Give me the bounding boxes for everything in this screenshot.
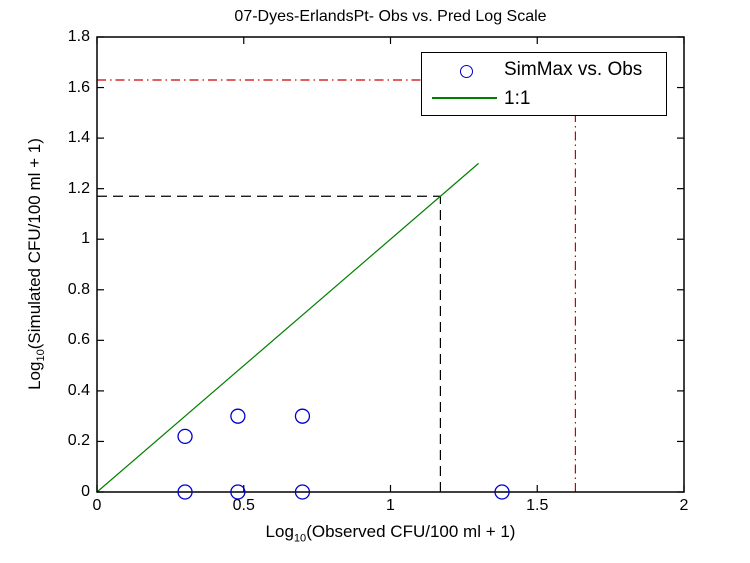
y-axis-label: Log10(Simulated CFU/100 ml + 1): [25, 138, 47, 390]
x-axis-label-subscript: 10: [293, 532, 307, 545]
x-tick-label: 0: [92, 497, 102, 514]
x-axis-label-prefix: Log: [265, 522, 294, 541]
y-tick-label: 0.4: [67, 381, 90, 399]
legend: SimMax vs. Obs 1:1: [421, 52, 667, 116]
chart-title: 07-Dyes-ErlandsPt- Obs vs. Pred Log Scal…: [234, 8, 547, 25]
data-point-marker: [294, 408, 311, 424]
legend-circle-marker-icon: [460, 65, 473, 78]
data-point-marker: [230, 408, 246, 424]
y-tick-label: 1.6: [67, 78, 90, 96]
y-tick-label: 0: [81, 483, 90, 500]
y-tick-label: 0.6: [67, 331, 90, 349]
legend-entry-simmax-label: SimMax vs. Obs: [504, 59, 643, 80]
y-tick-label: 1: [81, 230, 90, 248]
data-point-marker: [294, 484, 311, 500]
one-to-one-line: [96, 162, 479, 493]
x-tick-label: 1.5: [526, 497, 549, 514]
y-tick-label: 0.2: [67, 432, 90, 450]
legend-line-icon: [432, 97, 497, 99]
data-point-marker: [494, 484, 510, 500]
data-point-marker: [177, 428, 193, 445]
y-tick-label: 1.8: [67, 28, 90, 45]
x-tick-label: 0.5: [232, 497, 255, 514]
x-axis-label-rest: (Observed CFU/100 ml + 1): [306, 522, 516, 541]
data-point-marker: [177, 484, 193, 500]
y-tick-label: 1.2: [67, 179, 90, 197]
y-axis-label-subscript: 10: [35, 349, 48, 362]
y-tick-label: 1.4: [67, 129, 90, 147]
x-axis-label: Log10(Observed CFU/100 ml + 1): [97, 522, 684, 544]
legend-entry-one-to-one-label: 1:1: [504, 88, 531, 109]
x-tick-label: 1: [386, 497, 395, 514]
data-point-marker: [230, 484, 246, 500]
x-tick-label: 2: [679, 497, 689, 514]
y-tick-label: 0.8: [67, 280, 90, 298]
